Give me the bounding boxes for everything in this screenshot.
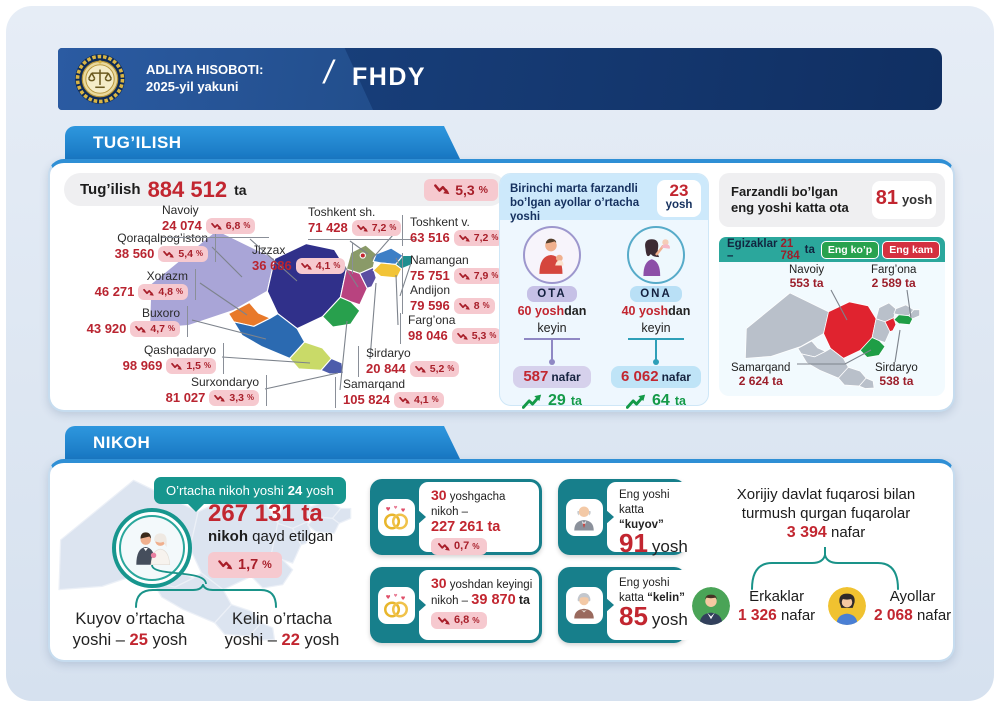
card-icon-zone [561,482,614,552]
card-over-30-marriages: ♥ ♥ ♥ 30 yoshdan keyingi nikoh – 39 870 … [370,567,542,643]
region-label-qoraqalpogiston: Qoraqalpog’iston 38 560 5,4% [58,231,216,262]
svg-text:♥: ♥ [386,506,391,513]
region-label-jizzax: Jizzax 36 686 4,1% [252,243,354,274]
mother-connector [628,338,684,365]
region-label-qashqadaryo: Qashqadaryo 98 969 1,5% [80,343,224,374]
report-line1: ADLIYA HISOBOTI: [146,62,264,77]
tab-nikoh-label: NIKOH [93,432,151,452]
svg-text:♥: ♥ [394,504,398,510]
region-label-samarqand: Samarqand 105 824 4,1% [335,377,444,408]
twins-label-sirdaryo: Sirdaryo 538 ta [875,362,918,388]
marriage-total-change-badge: 1,7% [208,552,282,578]
births-total-bar: Tug’ilish 884 512 ta 5,3% [64,173,506,206]
most-badge: Eng ko’p [820,240,880,259]
old-groom-icon [565,498,603,536]
old-bride-icon [565,586,603,624]
twins-map-panel: Navoiy 553 ta Farg’ona 2 589 ta Samarqan… [719,262,945,396]
foreign-women-group: Ayollar 2 068 nafar [828,587,951,625]
avg-age-brace [135,584,277,608]
twins-label-fargona: Farg’ona 2 589 ta [871,264,917,290]
avg-marriage-age-bubble: O’rtacha nikoh yoshi 24 yosh [154,477,346,512]
woman-avatar [828,587,866,625]
foreign-marriages-title: Xorijiy davlat fuqarosi bilan turmush qu… [736,486,916,541]
growth-arrow-icon [626,392,647,409]
card-icon-zone [561,570,614,640]
wedding-rings-icon: ♥ ♥ ♥ [377,498,415,536]
header-band: ADLIYA HISOBOTI: 2025-yil yakuni / FHDY [58,48,942,110]
tab-nikoh: NIKOH [65,426,460,459]
change-badge: 0,7% [431,538,487,555]
married-couple-icon [112,508,192,588]
oldest-father-age-badge: 81 yosh [872,181,936,219]
twins-label-navoiy: Navoiy 553 ta [789,264,825,290]
svg-text:♥: ♥ [394,592,398,598]
mother-tag: ONA [630,286,682,302]
region-label-surxondaryo: Surxondaryo 81 027 3,3% [118,375,267,406]
region-label-sirdaryo: Sirdaryo 20 844 5,2% [358,346,460,377]
births-panel: Tug’ilish 884 512 ta 5,3% [48,159,955,412]
report-line2: 2025-yil yakuni [146,79,239,94]
region-label-fargona: Farg’ona 98 046 5,3% [400,313,502,344]
card-icon-zone: ♥ ♥ ♥ [373,482,426,552]
mother-column: ONA 40 yoshdan keyin 6 062 nafar 64 ta [604,226,708,410]
groom-average-age: Kuyov o’rtacha yoshi – 25 yosh [72,610,188,649]
mother-trend: 64 ta [604,392,708,410]
growth-arrow-icon [522,392,543,409]
twins-label-samarqand: Samarqand 2 624 ta [731,362,791,388]
least-badge: Eng kam [882,240,940,259]
father-with-baby-icon [523,226,581,284]
foreign-men-group: Erkaklar 1 326 nafar [692,587,815,625]
man-avatar [692,587,730,625]
card-under-30-marriages: ♥ ♥ ♥ 30 yoshgacha nikoh – 227 261 ta 0,… [370,479,542,555]
bride-average-age: Kelin o’rtacha yoshi – 22 yosh [224,610,340,649]
father-tag: OTA [527,286,577,302]
svg-text:♥: ♥ [401,595,406,601]
region-label-navoiy: Navoiy 24 074 6,8% [162,203,270,238]
tab-tugilish-label: TUG’ILISH [93,132,182,152]
circle-stem-line [151,565,207,585]
births-total-change-badge: 5,3% [424,178,498,201]
births-total-value: 884 512 [147,176,228,202]
avg-age-badge: 23 yosh [657,180,701,217]
marriage-total: 267 131 ta nikoh qayd etilgan 1,7% [208,501,333,578]
region-label-andijon: Andijon 79 596 8% [402,283,495,314]
header-divider: / [324,54,333,90]
page-title: FHDY [352,63,427,91]
decline-arrow-icon [218,560,234,571]
region-label-xorazm: Xorazm 46 271 4,8% [58,269,196,300]
region-label-toshkent-sh: Toshkent sh. 71 428 7,2% [308,205,416,240]
mother-with-baby-icon [627,226,685,284]
card-oldest-groom: Eng yoshi katta “kuyov” 91 yosh [558,479,694,556]
change-badge: 6,8% [431,612,487,629]
oldest-father-card: Farzandli bo’lgan eng yoshi katta ota 81… [719,173,945,227]
births-total-label: Tug’ilish [80,181,141,198]
justice-emblem-icon [74,53,126,105]
mother-count-pill: 6 062 nafar [611,366,701,388]
decline-arrow-icon [434,184,451,196]
report-subtitle: ADLIYA HISOBOTI: 2025-yil yakuni [146,61,264,95]
region-label-toshkent-v: Toshkent v. 63 516 7,2% [402,215,504,246]
twins-map [744,292,920,389]
father-connector [524,338,580,365]
tab-tugilish: TUG’ILISH [65,126,460,159]
svg-text:♥: ♥ [386,594,391,601]
father-column: OTA 60 yoshdan keyin 587 nafar 29 ta [500,226,604,410]
first-child-card: Birinchi marta farzandli bo’lgan ayollar… [499,173,709,409]
region-label-buxoro: Buxoro 43 920 4,7% [58,306,188,337]
foreign-brace [751,547,899,590]
first-child-card-header: Birinchi marta farzandli bo’lgan ayollar… [500,174,708,223]
father-count-pill: 587 nafar [513,366,591,388]
births-total-unit: ta [234,181,247,198]
card-oldest-bride: Eng yoshi katta “kelin” 85 yosh [558,567,694,643]
father-trend: 29 ta [500,392,604,410]
wedding-rings-icon: ♥ ♥ ♥ [377,586,415,624]
svg-text:♥: ♥ [401,507,406,513]
marriage-panel: O’rtacha nikoh yoshi 24 yosh 2 [48,459,955,662]
twins-bar: Egizaklar – 21 784 ta Eng ko’p Eng kam [719,237,945,262]
region-label-namangan: Namangan 75 751 7,9% [402,253,504,284]
card-icon-zone: ♥ ♥ ♥ [373,570,426,640]
